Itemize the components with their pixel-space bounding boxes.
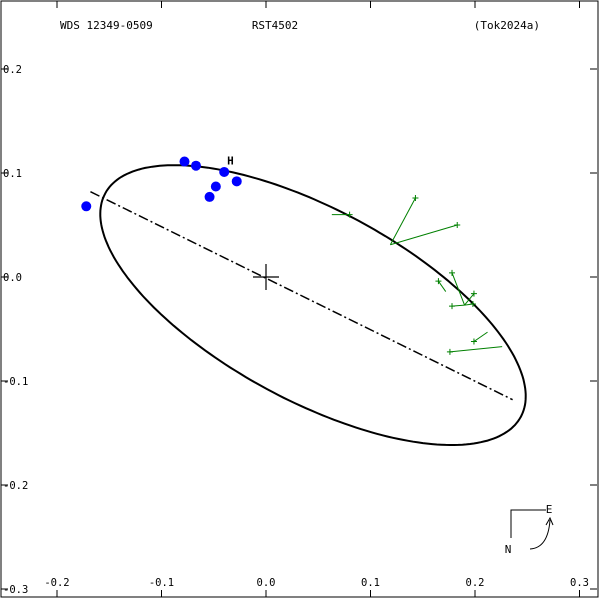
observation-point bbox=[179, 156, 190, 167]
x-tick-label: -0.1 bbox=[149, 577, 174, 589]
observation-point bbox=[190, 160, 201, 171]
residual-plus-marker bbox=[449, 303, 456, 310]
x-tick-label: 0.1 bbox=[361, 577, 380, 589]
compass-arrowhead-icon bbox=[545, 516, 554, 526]
x-tick-label: 0.3 bbox=[570, 577, 589, 589]
y-tick-label: -0.1 bbox=[3, 376, 28, 388]
compass: E N bbox=[505, 503, 554, 556]
compass-east-label: E bbox=[546, 503, 553, 516]
orbit-layer bbox=[90, 164, 527, 446]
residual-plus-marker bbox=[454, 222, 461, 228]
residual-line bbox=[473, 331, 488, 342]
x-tick-label: -0.2 bbox=[44, 577, 69, 589]
residual-line bbox=[464, 293, 475, 306]
y-tick-label: -0.3 bbox=[3, 584, 28, 596]
x-tick-label: 0.0 bbox=[257, 577, 276, 589]
residual-line bbox=[449, 346, 503, 353]
y-tick-label: 0.0 bbox=[3, 272, 22, 284]
observation-point bbox=[219, 166, 230, 177]
residual-line bbox=[438, 280, 447, 292]
title-left: WDS 12349-0509 bbox=[60, 19, 153, 32]
green-residuals bbox=[331, 194, 503, 355]
residual-line bbox=[389, 197, 416, 245]
residual-plus-marker bbox=[412, 194, 419, 201]
residual-line bbox=[390, 224, 458, 246]
primary-star-marker bbox=[253, 264, 279, 290]
y-tick-label: 0.2 bbox=[3, 64, 22, 76]
title-center: RST4502 bbox=[252, 19, 298, 32]
primary-cross-icon bbox=[253, 264, 279, 290]
compass-north-label: N bbox=[505, 543, 512, 556]
observation-point bbox=[210, 181, 221, 192]
line-of-nodes bbox=[90, 191, 513, 401]
observation-point bbox=[81, 201, 92, 212]
compass-rotation-arrow bbox=[529, 519, 551, 550]
residual-line bbox=[451, 272, 466, 306]
hipparcos-label: H bbox=[227, 155, 234, 168]
compass-arms bbox=[510, 509, 546, 538]
residual-plus-marker bbox=[469, 301, 476, 308]
blue-points bbox=[81, 156, 242, 212]
residual-plus-marker bbox=[435, 278, 442, 285]
residual-plus-marker bbox=[446, 348, 453, 355]
observation-point bbox=[204, 191, 215, 202]
x-tick-label: 0.2 bbox=[466, 577, 485, 589]
residual-plus-marker bbox=[470, 338, 477, 345]
residual-plus-marker bbox=[346, 211, 353, 218]
y-tick-label: 0.1 bbox=[3, 168, 22, 180]
residual-plus-marker bbox=[449, 269, 456, 276]
residual-plus-marker bbox=[470, 290, 477, 297]
observation-point bbox=[231, 176, 242, 187]
title-right: (Tok2024a) bbox=[474, 19, 540, 32]
orbit-ellipse bbox=[99, 164, 527, 446]
y-tick-label: -0.2 bbox=[3, 480, 28, 492]
